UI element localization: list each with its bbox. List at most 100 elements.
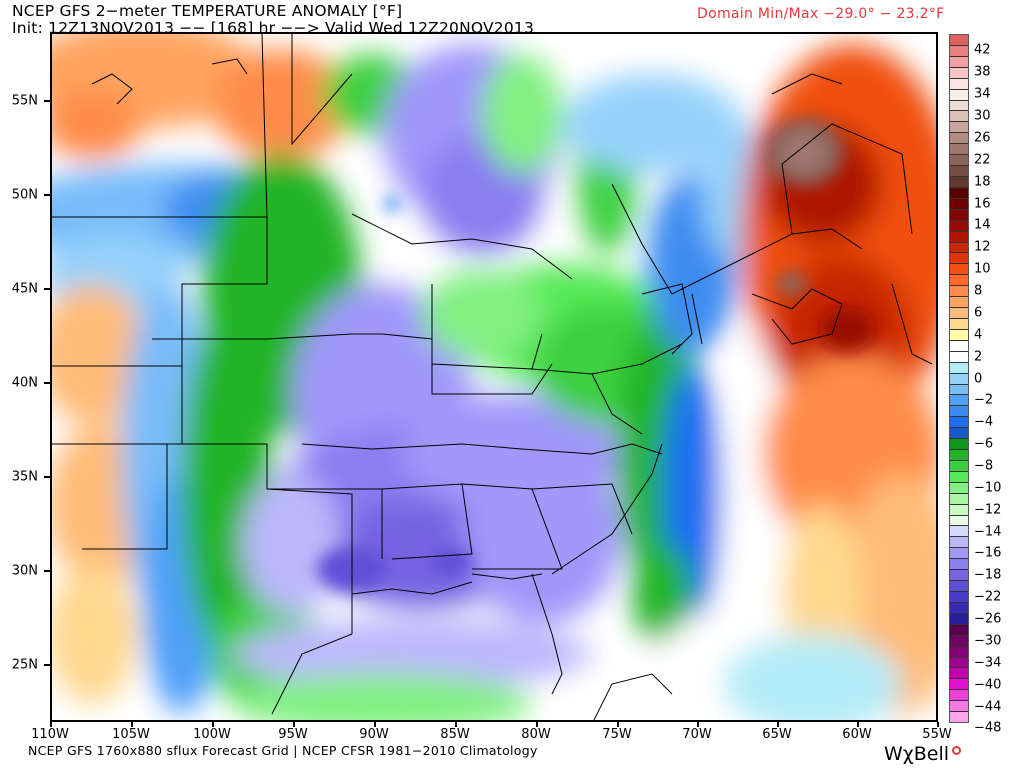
colorbar-segment [950,78,968,90]
lon-tick [293,722,295,727]
colorbar-label: 34 [974,86,991,102]
colorbar-segment [950,548,968,560]
colorbar-segment [950,89,968,101]
colorbar-label: −14 [974,524,1002,540]
colorbar-label: −22 [974,589,1002,605]
colorbar-segment [950,308,968,319]
colorbar-label: 38 [974,64,991,80]
lat-tick [44,476,50,478]
colorbar-segment [950,373,968,385]
colorbar-label: 2 [974,349,983,365]
colorbar-label: −10 [974,480,1002,496]
colorbar-segment [950,253,968,265]
colorbar-label: 14 [974,217,991,233]
colorbar-label: 42 [974,42,991,58]
colorbar-segment [950,220,968,232]
colorbar-segment [950,493,968,505]
lat-tick [44,288,50,290]
colorbar-segment [950,122,968,134]
data-source-footer: NCEP GFS 1760x880 sflux Forecast Grid | … [28,743,538,758]
lon-tick [455,722,457,727]
lon-tick [374,722,376,727]
colorbar-segment [950,395,968,407]
colorbar-label: −30 [974,633,1002,649]
lat-tick [44,664,50,666]
colorbar-segment [950,701,968,713]
colorbar-segment [950,581,968,593]
colorbar-segment [950,318,968,330]
colorbar-segment [950,613,968,625]
colorbar-label: −6 [974,436,994,452]
colorbar-segment [950,439,968,451]
colorbar-label: 26 [974,130,991,146]
lon-label: 85W [440,727,470,742]
colorbar-segment [950,635,968,647]
colorbar-segment [950,155,968,167]
colorbar-label: −2 [974,392,994,408]
lon-label: 60W [842,727,872,742]
colorbar [949,34,969,723]
lat-label: 25N [11,657,38,673]
colorbar-segment [950,133,968,145]
colorbar-label: 30 [974,108,991,124]
lon-label: 80W [521,727,551,742]
colorbar-label: 22 [974,152,991,168]
brand-text: WχBell [884,743,950,765]
lat-label: 30N [11,563,38,579]
lon-tick [777,722,779,727]
lat-label: 55N [11,93,38,109]
colorbar-label: 0 [974,371,983,386]
anomaly-field [52,34,936,720]
colorbar-segment [950,286,968,298]
lon-label: 100W [193,727,231,742]
colorbar-segment [950,100,968,112]
brand-logo: WχBell [884,743,962,765]
lon-tick [617,722,619,727]
lon-label: 65W [762,727,792,742]
colorbar-segment [950,351,968,363]
lon-label: 110W [31,727,69,742]
colorbar-label: 6 [974,305,983,321]
lon-tick [937,722,939,727]
colorbar-segment [950,340,968,352]
colorbar-segment [950,264,968,276]
colorbar-label: −48 [974,720,1002,736]
colorbar-segment [950,450,968,461]
colorbar-segment [950,166,968,177]
colorbar-segment [950,515,968,527]
colorbar-segment [950,570,968,582]
colorbar-segment [950,187,968,199]
lon-tick [536,722,538,727]
colorbar-segment [950,646,968,658]
colorbar-segment [950,559,968,571]
colorbar-segment [950,275,968,287]
colorbar-segment [950,144,968,156]
colorbar-segment [950,35,968,46]
colorbar-segment [950,624,968,636]
colorbar-label: −40 [974,677,1002,693]
colorbar-segment [950,111,968,123]
brand-dot-icon [952,746,962,755]
colorbar-segment [950,602,968,614]
colorbar-label: −44 [974,699,1002,715]
lat-label: 35N [11,469,38,485]
lon-tick [131,722,133,727]
lat-label: 45N [11,281,38,297]
colorbar-label: −26 [974,611,1002,627]
colorbar-segment [950,297,968,309]
lon-label: 55W [922,727,952,742]
anomaly-map [50,32,938,722]
lon-label: 90W [359,727,389,742]
colorbar-segment [950,45,968,57]
colorbar-segment [950,242,968,254]
colorbar-segment [950,690,968,702]
lon-label: 75W [602,727,632,742]
lat-label: 40N [11,375,38,391]
colorbar-label: −8 [974,458,994,474]
lat-tick [44,382,50,384]
colorbar-segment [950,460,968,472]
colorbar-label: −4 [974,414,994,430]
colorbar-segment [950,362,968,374]
colorbar-label: 4 [974,327,983,343]
lon-tick [697,722,699,727]
